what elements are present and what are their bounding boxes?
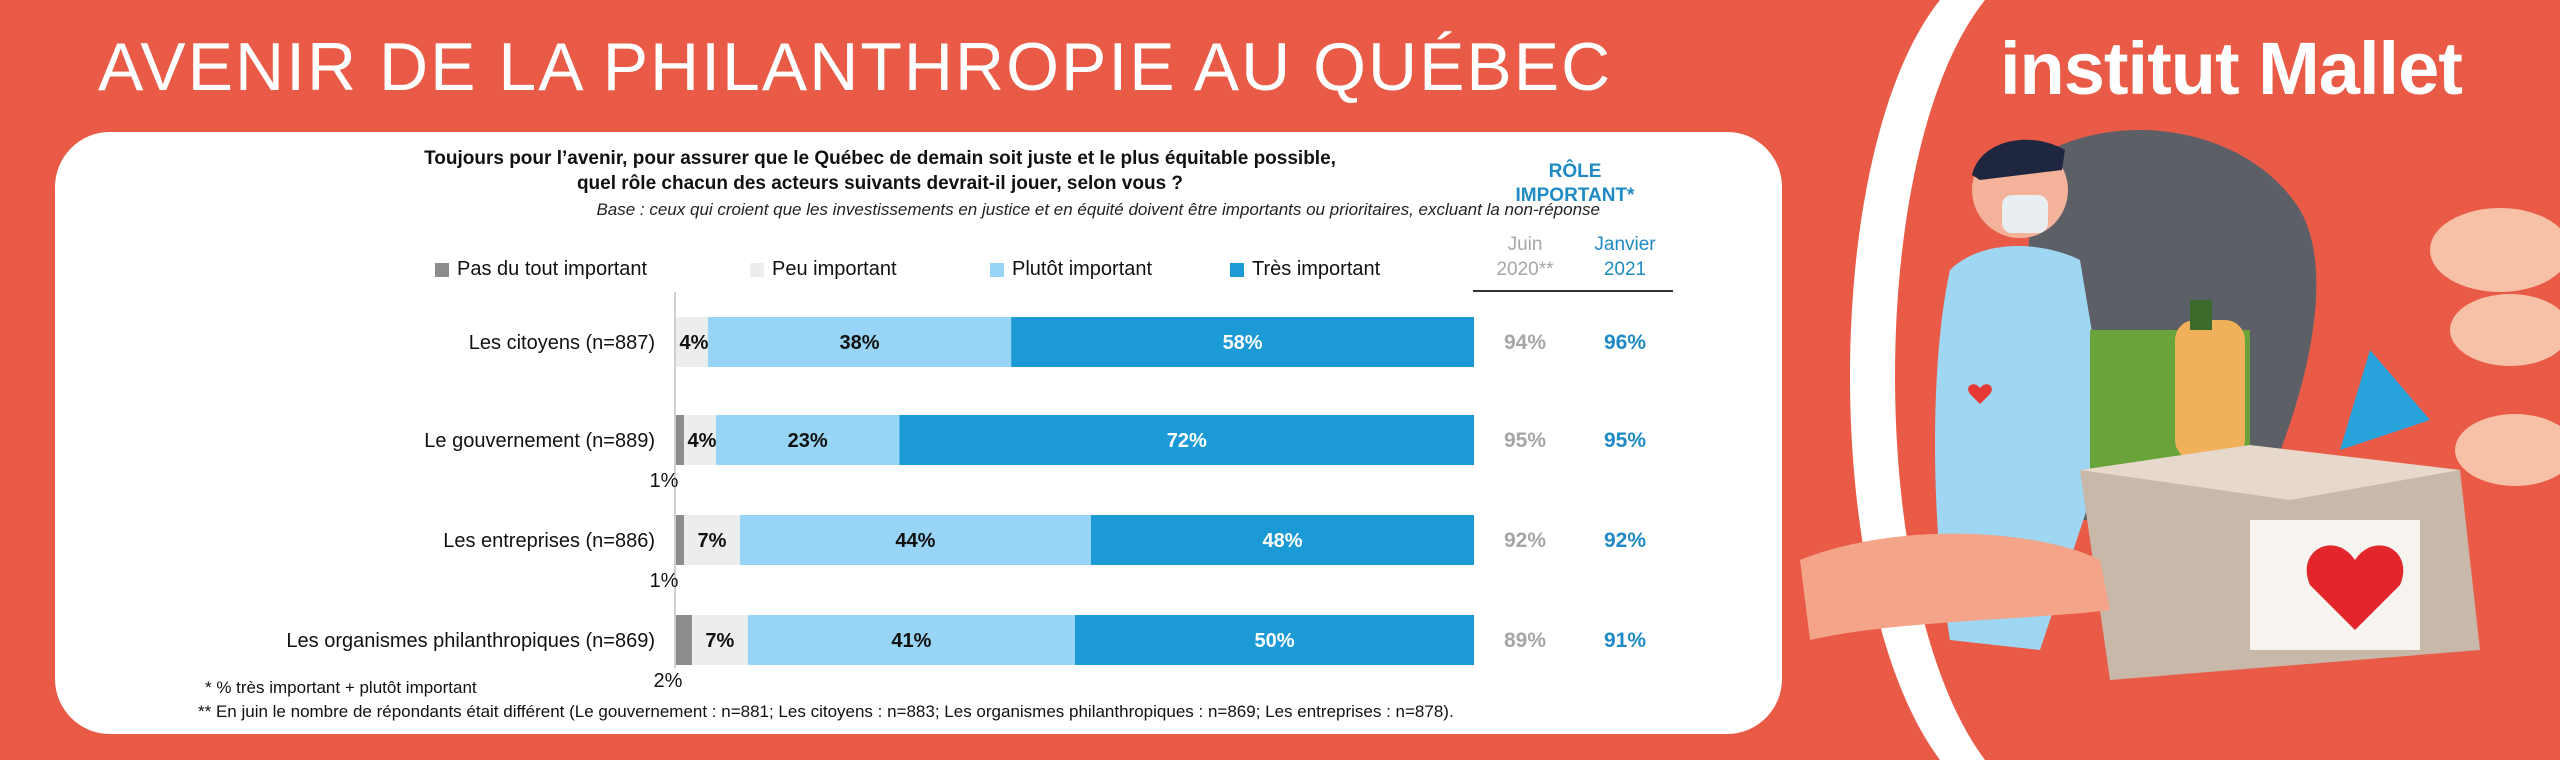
survey-question: Toujours pour l’avenir, pour assurer que… [280,146,1480,196]
legend-item-peu: Peu important [750,258,897,281]
groceries-bottle [2175,320,2245,460]
data-label: 2% [654,670,683,692]
box-heart-icon [2306,545,2404,630]
role-header-line-2: IMPORTANT* [1515,185,1635,206]
data-label: 1% [650,470,679,492]
category-label: Les organismes philanthropiques (n=869) [286,630,655,652]
data-label: 44% [895,530,935,552]
legend-item-tres: Très important [1230,258,1380,281]
legend-label: Pas du tout important [457,258,648,280]
column-header-juin: Juin 2020** [1480,232,1570,282]
data-label: 38% [840,332,880,354]
category-label: Le gouvernement (n=889) [424,430,655,452]
illustration-area [1780,0,2560,760]
bar-segment [676,415,684,465]
bar-segment [747,615,1075,665]
legend-item-plutot: Plutôt important [990,258,1152,281]
juin-2020-value: 89% [1504,629,1546,652]
category-label: Les entreprises (n=886) [443,530,655,552]
person-hair [1972,139,2065,180]
groceries-bag [2340,350,2430,450]
bar-segment [707,317,1012,367]
janvier-2021-value: 96% [1604,331,1646,354]
legend-label: Très important [1252,258,1381,280]
juin-year: 2020** [1496,259,1554,280]
juin-2020-value: 92% [1504,529,1546,552]
volunteer-illustration [1800,0,2560,760]
bar-segment [676,317,708,367]
bar-segment [1011,317,1474,367]
data-label: 48% [1262,530,1302,552]
question-line-1: Toujours pour l’avenir, pour assurer que… [424,148,1336,169]
role-important-header: RÔLE IMPORTANT* [1475,160,1675,208]
data-label: 7% [697,530,726,552]
data-label: 23% [788,430,828,452]
hand-upper [2430,208,2560,292]
data-label: 41% [891,630,931,652]
person-arm [1800,533,2110,640]
janvier-label: Janvier [1594,234,1656,255]
juin-2020-value: 95% [1504,429,1546,452]
bar-segment [676,515,684,565]
footnote-2: ** En juin le nombre de répondants était… [198,702,1454,721]
bar-segment [739,515,1091,565]
janvier-2021-value: 91% [1604,629,1646,652]
legend-label: Plutôt important [1012,258,1153,280]
bar-segment [1090,515,1474,565]
institut-mallet-logo: institut Mallet [2000,27,2463,110]
juin-label: Juin [1507,234,1543,255]
juin-2020-value: 94% [1504,331,1546,354]
column-header-janvier: Janvier 2021 [1580,232,1670,282]
data-label: 7% [705,630,734,652]
data-label: 4% [680,332,709,354]
legend-swatch [435,262,449,277]
hand-middle [2450,294,2560,366]
role-header-line-1: RÔLE [1548,161,1602,182]
hand-lower [2455,414,2560,486]
survey-base: Base : ceux qui croient que les investis… [596,200,1600,219]
data-label: 1% [650,570,679,592]
category-label: Les citoyens (n=887) [469,332,655,354]
legend-swatch [750,262,764,277]
bar-segment [715,415,900,465]
bar-segment [899,415,1474,465]
column-header-rule [1473,290,1673,292]
janvier-2021-value: 92% [1604,529,1646,552]
legend-label: Peu important [772,258,897,280]
footnote-1: * % très important + plutôt important [205,678,477,697]
bar-segment [683,415,716,465]
question-line-2: quel rôle chacun des acteurs suivants de… [576,173,1184,194]
page-title: AVENIR DE LA PHILANTHROPIE AU QUÉBEC [98,29,1613,105]
janvier-year: 2021 [1603,259,1647,280]
shirt-heart-icon [1968,384,1992,404]
legend-swatch [990,262,1004,277]
bar-segment [676,615,692,665]
face-mask [2002,195,2048,233]
bar-segment [1075,615,1474,665]
bar-segment [683,515,740,565]
data-label: 4% [688,430,717,452]
bottle-cap [2190,300,2212,330]
data-label: 72% [1167,430,1207,452]
legend-swatch [1230,262,1244,277]
janvier-2021-value: 95% [1604,429,1646,452]
box-flap [2080,445,2460,500]
bar-segment [691,615,748,665]
data-label: 58% [1223,332,1263,354]
data-label: 50% [1254,630,1294,652]
legend-item-pas-du-tout: Pas du tout important [435,258,647,281]
